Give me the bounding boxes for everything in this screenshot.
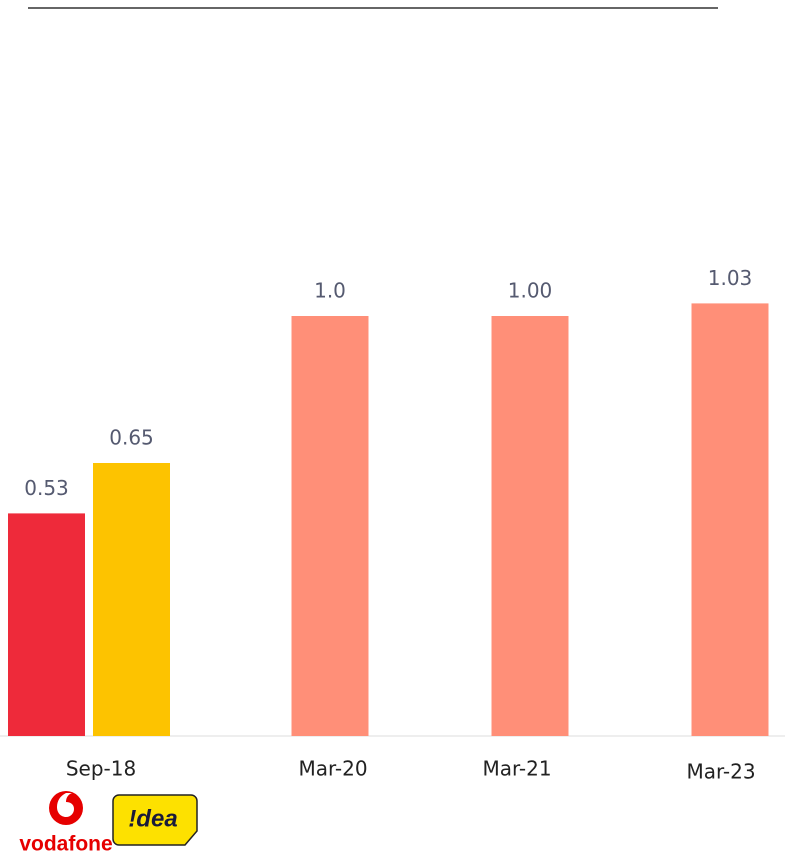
vodafone-quote	[57, 793, 74, 817]
legend-label: !dea	[128, 805, 177, 832]
idea-badge	[112, 794, 198, 846]
value-label: 1.00	[508, 279, 553, 303]
value-label: 1.0	[314, 279, 346, 303]
idea-logo: !dea	[112, 794, 198, 846]
vodafone-logo: vodafone	[19, 791, 113, 853]
x-tick-label: Mar-23	[686, 760, 755, 784]
bar	[491, 316, 569, 736]
value-label: 0.53	[24, 476, 69, 500]
value-label: 0.65	[109, 426, 154, 450]
bar	[691, 303, 769, 736]
x-tick-label: Mar-21	[482, 757, 551, 781]
x-tick-label: Sep-18	[66, 757, 136, 781]
value-label: 1.03	[708, 266, 753, 290]
legend-label: vodafone	[19, 833, 112, 853]
bar	[8, 513, 85, 736]
x-tick-label: Mar-20	[298, 757, 367, 781]
bar	[291, 316, 369, 736]
bar	[93, 463, 170, 736]
